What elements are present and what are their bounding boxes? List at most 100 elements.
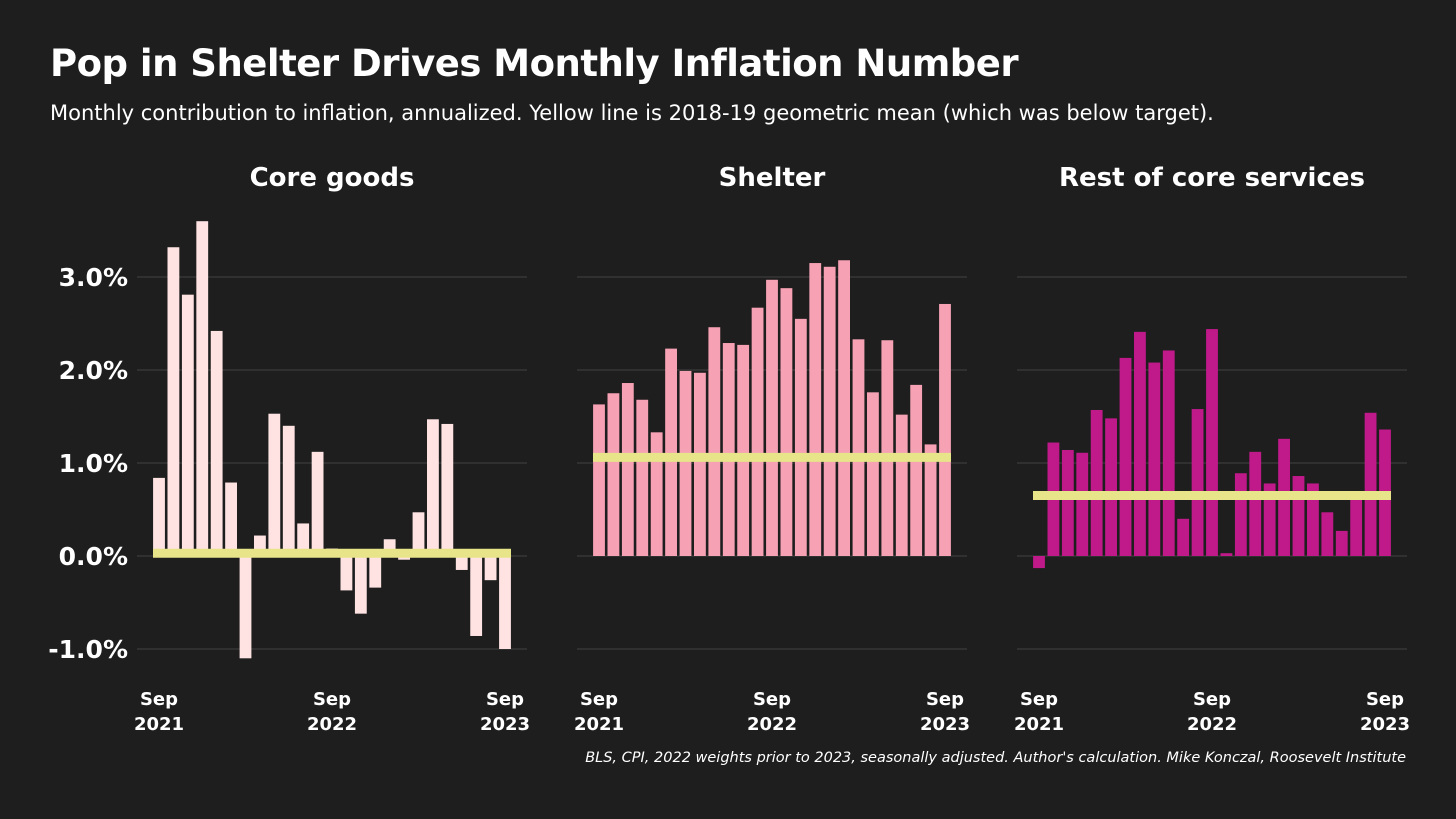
core-goods-bar bbox=[225, 482, 237, 556]
y-tick-label: 0.0% bbox=[59, 542, 128, 571]
shelter-panel-title: Shelter bbox=[719, 163, 826, 193]
x-tick-label: Sep bbox=[753, 689, 791, 710]
core-goods-bar bbox=[369, 556, 382, 588]
rest-of-core-services-bar bbox=[1162, 350, 1175, 556]
rest-of-core-services-bar bbox=[1206, 329, 1218, 556]
rest-of-core-services-bar bbox=[1119, 357, 1132, 556]
y-tick-label: 2.0% bbox=[59, 356, 128, 385]
rest-of-core-services-bar bbox=[1076, 452, 1089, 556]
x-tick-label: Sep bbox=[486, 689, 524, 710]
core-goods-bar bbox=[311, 451, 324, 556]
shelter-bar bbox=[679, 370, 692, 556]
shelter-bar bbox=[694, 372, 706, 556]
x-tick-label: Sep bbox=[1193, 689, 1231, 710]
x-tick-label: Sep bbox=[926, 689, 964, 710]
rest-of-core-services-bar bbox=[1263, 483, 1276, 556]
x-tick-label: Sep bbox=[580, 689, 618, 710]
shelter-bar bbox=[766, 279, 778, 556]
x-tick-label: 2023 bbox=[480, 714, 530, 735]
shelter-bar bbox=[809, 263, 822, 556]
source-note: BLS, CPI, 2022 weights prior to 2023, se… bbox=[585, 750, 1406, 766]
shelter-bar bbox=[939, 303, 951, 556]
core-goods-bar bbox=[210, 330, 223, 556]
rest-of-core-services-bar bbox=[1292, 476, 1305, 556]
x-tick-label: 2021 bbox=[574, 714, 624, 735]
core-goods-bar bbox=[484, 556, 497, 581]
shelter-bar bbox=[794, 318, 807, 556]
shelter-bar bbox=[593, 404, 605, 556]
shelter-bar bbox=[607, 393, 620, 556]
shelter-bar bbox=[708, 327, 721, 556]
x-tick-label: 2022 bbox=[747, 714, 797, 735]
shelter-bar bbox=[867, 392, 879, 556]
shelter-bar bbox=[665, 348, 677, 556]
core-goods-bar bbox=[297, 523, 310, 556]
shelter-bar bbox=[621, 383, 634, 556]
core-goods-panel-title: Core goods bbox=[250, 163, 415, 193]
rest-of-core-services-bar bbox=[1033, 556, 1045, 569]
rest-of-core-services-bar bbox=[1364, 412, 1377, 556]
shelter-bar bbox=[751, 307, 764, 556]
rest-of-core-services-bar bbox=[1090, 409, 1103, 556]
rest-of-core-services-bar bbox=[1249, 451, 1262, 556]
shelter-bar bbox=[838, 260, 850, 556]
rest-of-core-services-bar bbox=[1220, 553, 1233, 556]
core-goods-bar bbox=[470, 556, 483, 636]
y-tick-label: -1.0% bbox=[48, 635, 128, 664]
x-tick-label: Sep bbox=[1020, 689, 1058, 710]
shelter-bar bbox=[910, 384, 923, 556]
core-goods-bar bbox=[153, 477, 165, 556]
core-goods-bar bbox=[398, 556, 410, 560]
core-goods-bar bbox=[340, 556, 353, 591]
shelter-bar bbox=[895, 414, 908, 556]
rest-of-core-services-bar bbox=[1134, 331, 1146, 556]
rest-of-core-services-panel-title: Rest of core services bbox=[1059, 163, 1365, 193]
core-goods-bar bbox=[383, 539, 396, 556]
x-tick-label: 2021 bbox=[1014, 714, 1064, 735]
rest-of-core-services-bar bbox=[1335, 530, 1348, 556]
x-tick-label: 2021 bbox=[134, 714, 184, 735]
x-tick-label: Sep bbox=[313, 689, 351, 710]
core-goods-bar bbox=[427, 419, 439, 556]
x-tick-label: 2022 bbox=[1187, 714, 1237, 735]
shelter-bar bbox=[650, 432, 663, 556]
y-tick-label: 3.0% bbox=[59, 263, 128, 292]
core-goods-bar bbox=[455, 556, 468, 570]
shelter-bar bbox=[852, 339, 865, 556]
rest-of-core-services-bar bbox=[1148, 362, 1161, 556]
rest-of-core-services-bar bbox=[1321, 512, 1334, 556]
shelter-bar bbox=[737, 344, 750, 556]
core-goods-bar bbox=[354, 556, 367, 614]
core-goods-bar bbox=[239, 556, 252, 659]
shelter-bar bbox=[780, 288, 793, 556]
x-tick-label: 2022 bbox=[307, 714, 357, 735]
shelter-bar bbox=[722, 343, 735, 556]
shelter-bar bbox=[924, 444, 937, 556]
core-goods-bar bbox=[167, 247, 180, 557]
core-goods-bar bbox=[254, 535, 266, 556]
shelter-bar bbox=[881, 340, 894, 556]
core-goods-bar bbox=[181, 294, 194, 556]
shelter-bar bbox=[636, 399, 649, 556]
rest-of-core-services-bar bbox=[1105, 418, 1117, 556]
core-goods-bar bbox=[499, 556, 511, 649]
y-tick-label: 1.0% bbox=[59, 449, 128, 478]
core-goods-bar bbox=[441, 423, 454, 556]
chart-title: Pop in Shelter Drives Monthly Inflation … bbox=[50, 42, 1019, 85]
rest-of-core-services-bar bbox=[1307, 483, 1319, 556]
core-goods-bar bbox=[412, 512, 425, 556]
rest-of-core-services-bar bbox=[1350, 499, 1363, 556]
core-goods-bar bbox=[282, 425, 295, 556]
chart-subtitle: Monthly contribution to inflation, annua… bbox=[50, 101, 1214, 125]
rest-of-core-services-bar bbox=[1234, 473, 1247, 556]
rest-of-core-services-bar bbox=[1177, 518, 1190, 556]
rest-of-core-services-bar bbox=[1061, 449, 1074, 556]
shelter-bar bbox=[823, 266, 836, 556]
x-tick-label: 2023 bbox=[920, 714, 970, 735]
x-tick-label: Sep bbox=[140, 689, 178, 710]
rest-of-core-services-bar bbox=[1191, 409, 1204, 556]
x-tick-label: 2023 bbox=[1360, 714, 1410, 735]
core-goods-bar bbox=[268, 413, 281, 556]
core-goods-bar bbox=[196, 221, 209, 556]
